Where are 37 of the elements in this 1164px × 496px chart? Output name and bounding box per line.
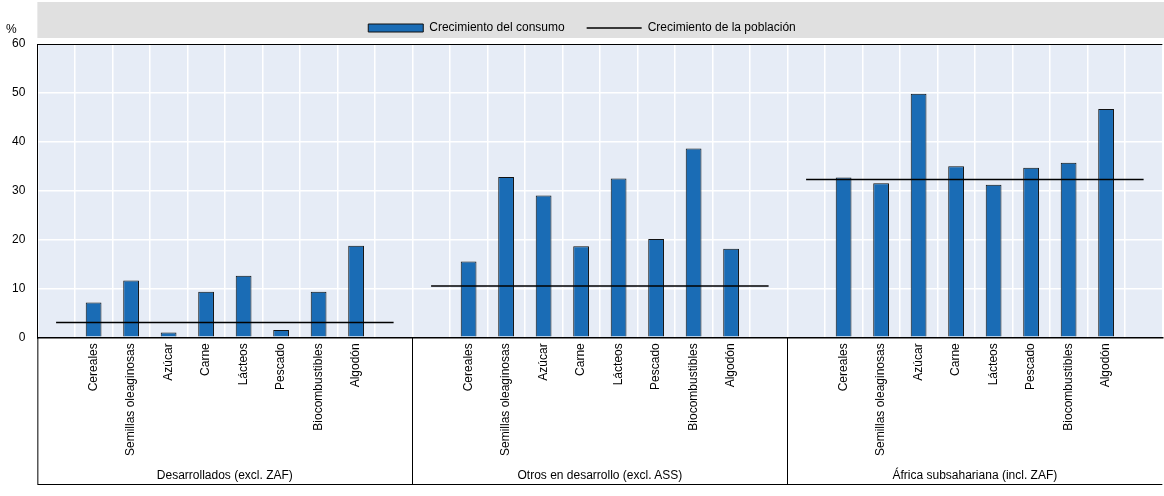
x-tick-label: Cereales [460,343,475,392]
legend-label: Crecimiento de la población [647,20,796,35]
text: Otros en desarrollo (excl. ASS) [517,468,683,483]
x-tick-label: Carne [198,342,213,376]
x-tick-label: Carne [573,342,588,376]
text: África subsahariana (incl. ZAF) [892,467,1058,483]
x-tick-label: Cereales [835,343,850,392]
y-tick-label: 40 [11,134,26,149]
x-tick-label: Semillas oleaginosas [873,343,888,457]
x-tick-label: Carne [948,342,963,376]
x-tick-label: Semillas oleaginosas [498,343,513,457]
x-tick-label: Pescado [273,342,288,390]
x-tick-label: Pescado [648,342,663,390]
text: Desarrollados (excl. ZAF) [156,468,293,483]
x-tick-label: Lácteos [985,343,1000,386]
x-tick-label: Algodón [348,343,363,388]
x-tick-label: Azúcar [160,343,175,381]
y-axis-title: % [6,22,17,37]
x-tick-label: Algodón [723,343,738,388]
y-tick-label: 50 [11,85,26,100]
y-tick-label: 10 [11,280,26,295]
x-tick-label: Azúcar [910,343,925,381]
x-tick-label: Algodón [1098,343,1113,388]
x-tick-label: Cereales [85,343,100,392]
legend-label: Crecimiento del consumo [429,20,565,35]
y-tick-label: 0 [18,329,26,344]
x-tick-label: Biocombustibles [310,343,325,431]
y-tick-label: 60 [11,36,26,51]
x-tick-label: Azúcar [535,343,550,381]
x-tick-label: Biocombustibles [685,343,700,431]
x-tick-label: Biocombustibles [1060,343,1075,431]
y-tick-label: 20 [11,231,26,246]
x-tick-label: Pescado [1023,342,1038,390]
x-tick-label: Semillas oleaginosas [123,343,138,457]
x-tick-label: Lácteos [610,343,625,386]
x-tick-label: Lácteos [235,343,250,386]
y-tick-label: 30 [11,182,26,197]
